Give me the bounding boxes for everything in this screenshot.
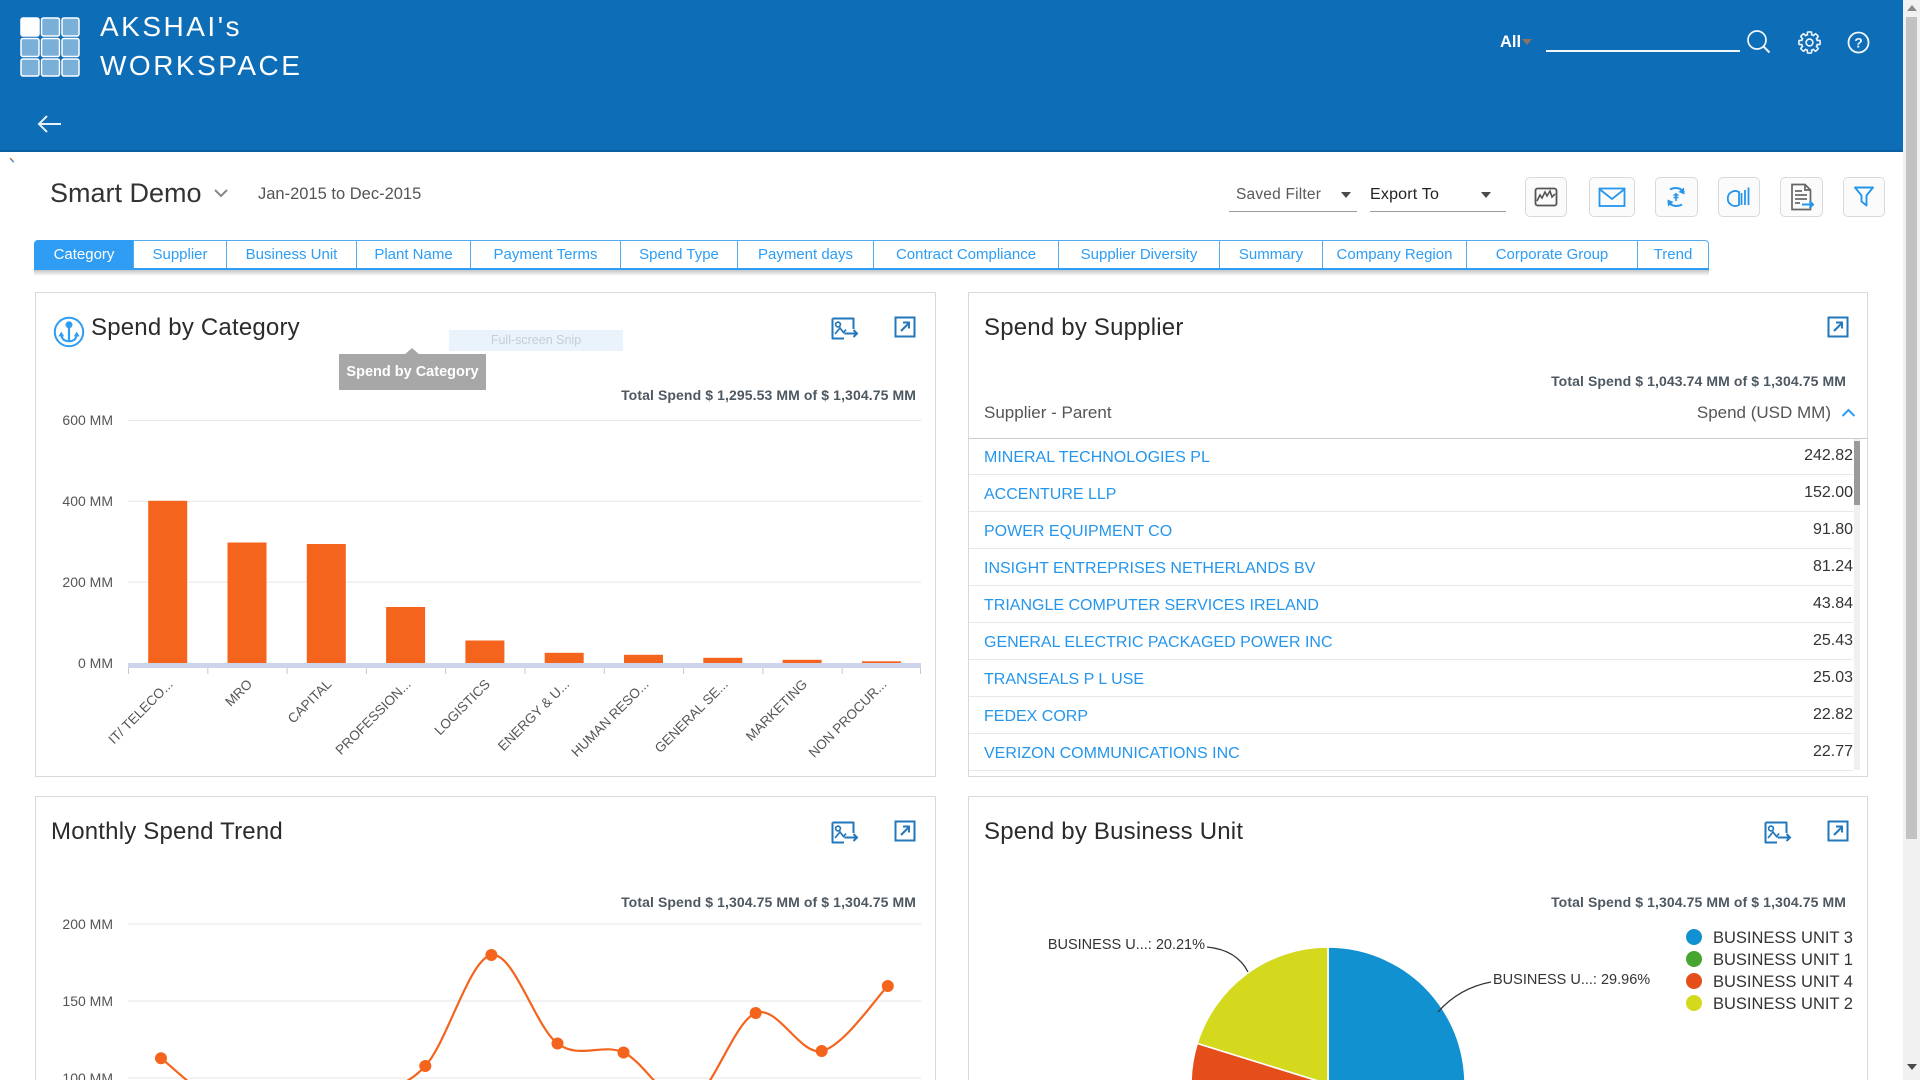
svg-text:CAPITAL: CAPITAL (285, 676, 335, 726)
svg-text:?: ? (1854, 35, 1863, 51)
svg-text:BUSINESS U...: 29.96%: BUSINESS U...: 29.96% (1493, 972, 1650, 988)
svg-text:200 MM: 200 MM (62, 574, 113, 590)
svg-text:150 MM: 150 MM (62, 993, 113, 1009)
svg-text:NON PROCUR...: NON PROCUR... (806, 677, 890, 761)
svg-text:BUSINESS U...: 20.21%: BUSINESS U...: 20.21% (1048, 937, 1205, 953)
svg-text:BUSINESS UNIT 1: BUSINESS UNIT 1 (1713, 951, 1853, 969)
svg-text:LOGISTICS: LOGISTICS (431, 677, 493, 739)
svg-text:100 MM: 100 MM (62, 1070, 113, 1080)
svg-text:MARKETING: MARKETING (743, 677, 810, 744)
svg-text:GENERAL SE...: GENERAL SE... (652, 677, 731, 756)
svg-text:MRO: MRO (222, 677, 255, 710)
svg-text:BUSINESS UNIT 3: BUSINESS UNIT 3 (1713, 929, 1853, 947)
svg-text:0 MM: 0 MM (78, 655, 113, 671)
svg-text:HUMAN RESO...: HUMAN RESO... (568, 677, 651, 760)
svg-text:400 MM: 400 MM (62, 493, 113, 509)
svg-text:200 MM: 200 MM (62, 916, 113, 932)
svg-text:ENERGY & U...: ENERGY & U... (495, 677, 572, 754)
svg-text:BUSINESS UNIT 2: BUSINESS UNIT 2 (1713, 995, 1853, 1013)
svg-text:IT/ TELECO...: IT/ TELECO... (105, 677, 175, 747)
svg-text:600 MM: 600 MM (62, 412, 113, 428)
svg-text:BUSINESS UNIT 4: BUSINESS UNIT 4 (1713, 973, 1853, 991)
svg-text:PROFESSION...: PROFESSION... (333, 677, 414, 758)
